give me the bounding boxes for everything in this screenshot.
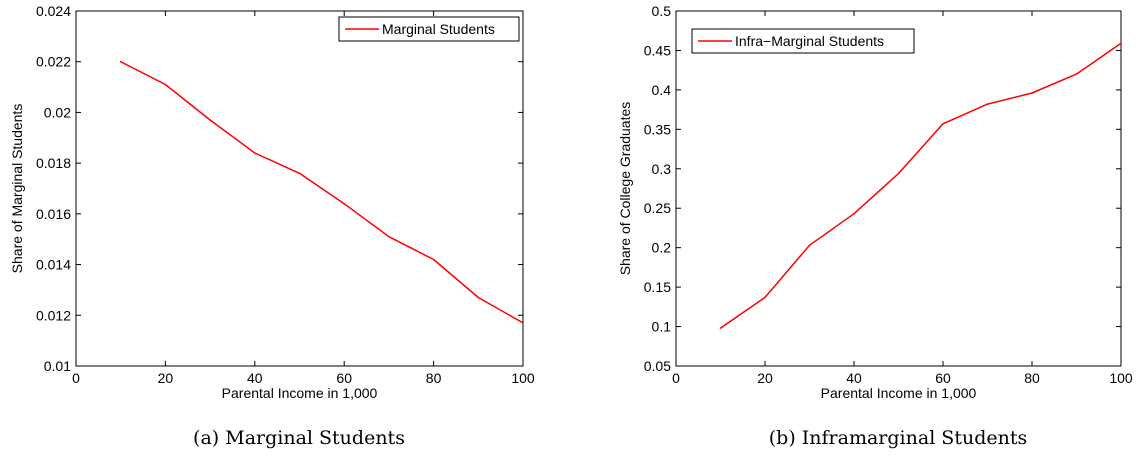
x-tick-label: 60 (336, 370, 352, 386)
data-point (764, 296, 766, 299)
y-tick-label: 0.15 (644, 279, 671, 295)
y-tick-label: 0.3 (652, 161, 672, 177)
legend-label: Infra−Marginal Students (735, 33, 884, 49)
x-tick-label: 40 (846, 370, 862, 386)
x-tick-label: 0 (72, 370, 80, 386)
x-tick-label: 100 (1109, 370, 1133, 386)
y-tick-label: 0.25 (644, 200, 671, 216)
y-tick-label: 0.014 (36, 257, 71, 273)
y-tick-label: 0.05 (644, 358, 671, 374)
series-line (720, 42, 1122, 329)
x-tick-label: 20 (757, 370, 773, 386)
y-tick-label: 0.01 (44, 358, 71, 374)
y-tick-label: 0.016 (36, 206, 71, 222)
data-point (477, 296, 480, 299)
x-tick-label: 20 (158, 370, 174, 386)
plot-frame (75, 10, 524, 367)
series-line (120, 61, 524, 324)
y-tick-label: 0.012 (36, 307, 71, 323)
y-tick-label: 0.018 (36, 155, 71, 171)
y-tick-label: 0.1 (652, 319, 672, 335)
data-point (432, 258, 435, 261)
y-tick-label: 0.2 (652, 240, 672, 256)
data-point (522, 322, 524, 324)
data-point (808, 244, 811, 247)
panel-marginal-students: 0 20 40 60 80 100 0.01 0.012 0.014 0.016 0.018 0.02… (9, 3, 535, 449)
y-tick-label: 0.022 (36, 54, 71, 70)
data-point (1120, 42, 1122, 45)
x-tick-label: 40 (247, 370, 263, 386)
x-tick-label: 80 (426, 370, 442, 386)
x-axis-label: Parental Income in 1,000 (222, 385, 378, 401)
data-point (986, 103, 989, 105)
data-point (1075, 73, 1078, 75)
data-point (119, 60, 122, 63)
data-point (164, 83, 167, 86)
data-point (719, 327, 722, 329)
y-tick-label: 0.4 (652, 82, 672, 98)
data-point (254, 152, 256, 154)
y-tick-label: 0.024 (36, 3, 71, 19)
x-tick-label: 80 (1024, 370, 1040, 386)
data-point (298, 172, 301, 175)
y-tick-label: 0.45 (644, 42, 671, 58)
data-point (343, 202, 346, 205)
plot-frame (675, 10, 1122, 367)
data-point (209, 119, 211, 121)
legend-label: Marginal Students (382, 21, 495, 37)
x-tick-label: 100 (511, 370, 535, 386)
data-point (897, 172, 900, 175)
panel-inframarginal-students: 0 20 40 60 80 100 0.05 0.1 0.15 0.2 0.25 0.3 0.35 0.4… (617, 3, 1133, 449)
data-point (388, 235, 390, 238)
subfigure-caption: (a) Marginal Students (193, 427, 405, 449)
x-axis-label: Parental Income in 1,000 (821, 385, 977, 401)
y-tick-label: 0.02 (44, 104, 71, 120)
x-tick-label: 0 (672, 370, 680, 386)
data-point (1031, 92, 1033, 94)
x-tick-label: 60 (935, 370, 951, 386)
y-axis-label: Share of College Graduates (617, 102, 633, 276)
y-axis-label: Share of Marginal Students (9, 104, 25, 274)
subfigure-caption: (b) Inframarginal Students (769, 427, 1027, 449)
y-tick-label: 0.5 (652, 3, 672, 19)
data-point (853, 212, 855, 215)
data-point (942, 123, 944, 125)
y-tick-label: 0.35 (644, 121, 671, 137)
